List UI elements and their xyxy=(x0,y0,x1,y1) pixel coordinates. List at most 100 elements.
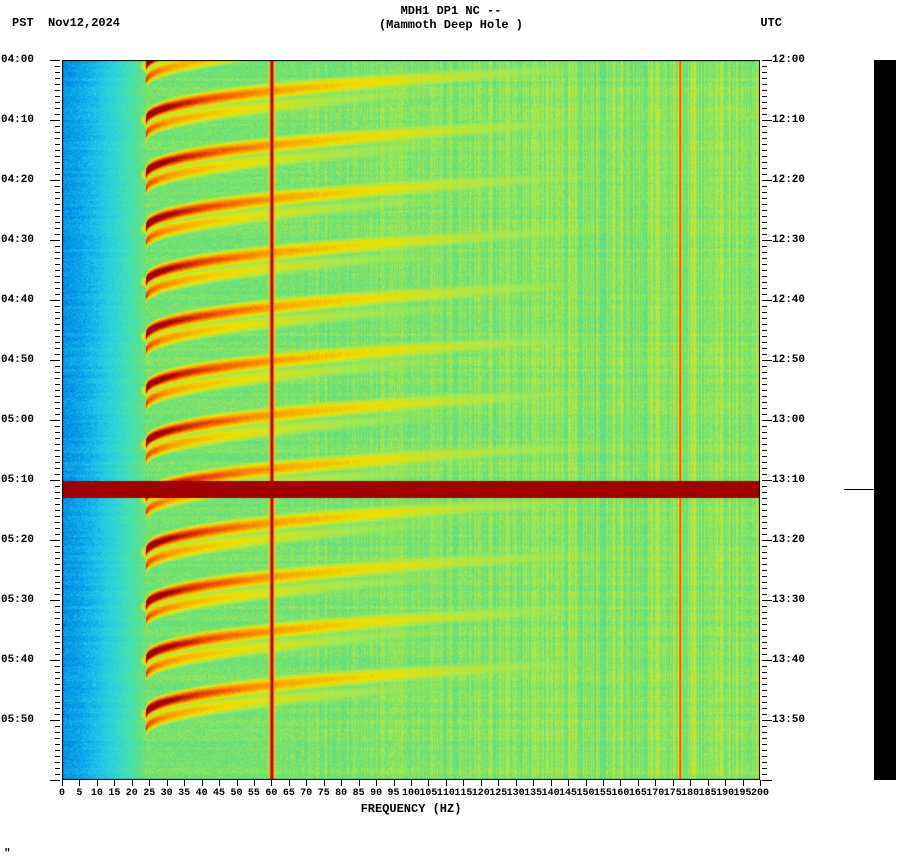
right-minor-tick xyxy=(762,378,767,379)
x-tick xyxy=(167,780,168,786)
left-minor-tick xyxy=(55,516,60,517)
x-tick xyxy=(603,780,604,786)
right-tick-label: 13:40 xyxy=(772,654,805,666)
right-minor-tick xyxy=(762,84,767,85)
left-major-tick xyxy=(50,420,60,421)
right-minor-tick xyxy=(762,168,767,169)
x-axis: FREQUENCY (HZ) 0510152025303540455055606… xyxy=(62,780,760,820)
right-major-tick xyxy=(762,540,772,541)
left-minor-tick xyxy=(55,678,60,679)
left-minor-tick xyxy=(55,528,60,529)
right-minor-tick xyxy=(762,552,767,553)
right-minor-tick xyxy=(762,504,767,505)
x-tick xyxy=(638,780,639,786)
right-timezone-label: UTC xyxy=(760,16,782,30)
x-tick-label: 115 xyxy=(454,788,472,799)
x-tick-label: 80 xyxy=(335,788,347,799)
right-minor-tick xyxy=(762,144,767,145)
right-minor-tick xyxy=(762,588,767,589)
right-minor-tick xyxy=(762,402,767,403)
left-minor-tick xyxy=(55,534,60,535)
x-axis-title: FREQUENCY (HZ) xyxy=(62,802,760,816)
x-tick xyxy=(202,780,203,786)
left-tick-label: 05:20 xyxy=(1,534,34,546)
x-tick-label: 150 xyxy=(576,788,594,799)
x-tick-label: 145 xyxy=(559,788,577,799)
right-minor-tick xyxy=(762,90,767,91)
right-tick-label: 13:20 xyxy=(772,534,805,546)
left-minor-tick xyxy=(55,666,60,667)
left-minor-tick xyxy=(55,234,60,235)
x-tick xyxy=(97,780,98,786)
right-minor-tick xyxy=(762,78,767,79)
right-minor-tick xyxy=(762,738,767,739)
right-minor-tick xyxy=(762,66,767,67)
left-minor-tick xyxy=(55,588,60,589)
left-minor-tick xyxy=(55,132,60,133)
left-minor-tick xyxy=(55,756,60,757)
right-minor-tick xyxy=(762,534,767,535)
left-minor-tick xyxy=(55,168,60,169)
right-minor-tick xyxy=(762,516,767,517)
right-tick-label: 12:00 xyxy=(772,54,805,66)
right-minor-tick xyxy=(762,372,767,373)
right-minor-tick xyxy=(762,156,767,157)
x-tick-label: 60 xyxy=(265,788,277,799)
right-minor-tick xyxy=(762,672,767,673)
left-minor-tick xyxy=(55,684,60,685)
right-minor-tick xyxy=(762,594,767,595)
left-minor-tick xyxy=(55,384,60,385)
left-tick-label: 04:40 xyxy=(1,294,34,306)
right-tick-label: 13:00 xyxy=(772,414,805,426)
x-tick xyxy=(760,780,761,786)
right-minor-tick xyxy=(762,102,767,103)
right-minor-tick xyxy=(762,474,767,475)
left-minor-tick xyxy=(55,474,60,475)
left-minor-tick xyxy=(55,726,60,727)
left-minor-tick xyxy=(55,702,60,703)
amplitude-strip xyxy=(874,60,896,780)
y-axis-right: 12:0012:1012:2012:3012:4012:5013:0013:10… xyxy=(762,60,822,780)
right-minor-tick xyxy=(762,426,767,427)
x-tick xyxy=(481,780,482,786)
x-tick-label: 70 xyxy=(300,788,312,799)
right-major-tick xyxy=(762,480,772,481)
right-minor-tick xyxy=(762,774,767,775)
left-minor-tick xyxy=(55,402,60,403)
left-minor-tick xyxy=(55,210,60,211)
left-minor-tick xyxy=(55,762,60,763)
right-minor-tick xyxy=(762,678,767,679)
x-tick xyxy=(341,780,342,786)
left-minor-tick xyxy=(55,294,60,295)
left-minor-tick xyxy=(55,570,60,571)
left-minor-tick xyxy=(55,66,60,67)
right-minor-tick xyxy=(762,126,767,127)
right-minor-tick xyxy=(762,582,767,583)
right-minor-tick xyxy=(762,438,767,439)
left-minor-tick xyxy=(55,486,60,487)
right-major-tick xyxy=(762,600,772,601)
right-minor-tick xyxy=(762,306,767,307)
left-minor-tick xyxy=(55,390,60,391)
x-tick-label: 15 xyxy=(108,788,120,799)
right-minor-tick xyxy=(762,324,767,325)
left-major-tick xyxy=(50,540,60,541)
x-tick xyxy=(655,780,656,786)
x-tick-label: 105 xyxy=(419,788,437,799)
left-minor-tick xyxy=(55,354,60,355)
right-minor-tick xyxy=(762,762,767,763)
left-minor-tick xyxy=(55,774,60,775)
left-tick-label: 04:10 xyxy=(1,114,34,126)
x-tick xyxy=(254,780,255,786)
x-tick-label: 190 xyxy=(716,788,734,799)
x-tick xyxy=(690,780,691,786)
right-minor-tick xyxy=(762,432,767,433)
x-tick-label: 160 xyxy=(611,788,629,799)
left-major-tick xyxy=(50,600,60,601)
amplitude-event-marker xyxy=(844,489,874,490)
right-tick-label: 12:40 xyxy=(772,294,805,306)
x-tick xyxy=(289,780,290,786)
right-minor-tick xyxy=(762,702,767,703)
right-minor-tick xyxy=(762,696,767,697)
right-minor-tick xyxy=(762,174,767,175)
